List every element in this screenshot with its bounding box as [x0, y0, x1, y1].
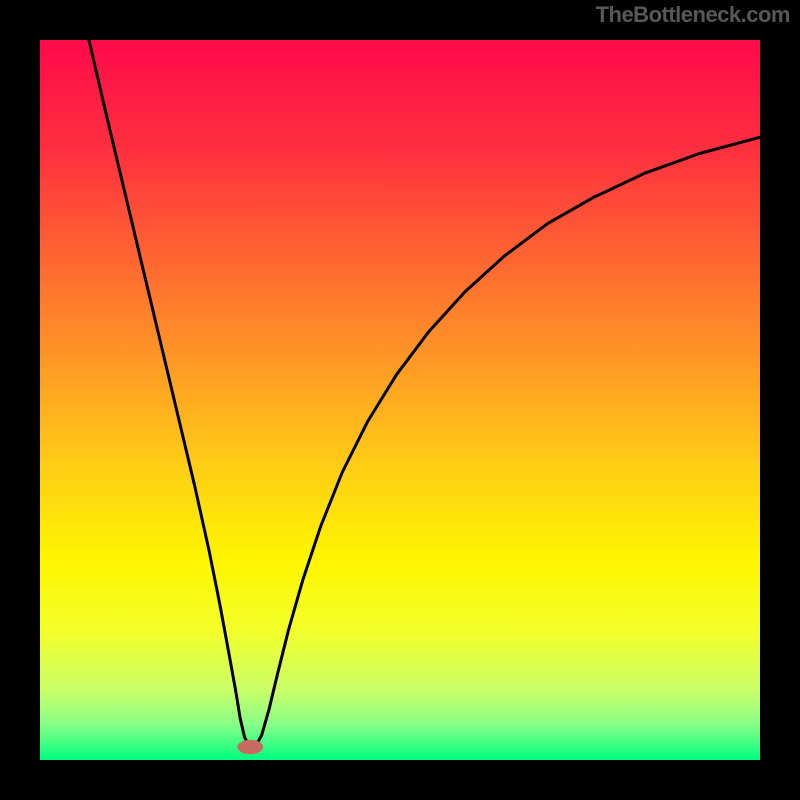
curve-minimum-marker: [237, 740, 263, 754]
chart-container: TheBottleneck.com: [0, 0, 800, 800]
chart-plot-area: [40, 40, 760, 760]
watermark-text: TheBottleneck.com: [596, 2, 790, 28]
bottleneck-chart: [0, 0, 800, 800]
